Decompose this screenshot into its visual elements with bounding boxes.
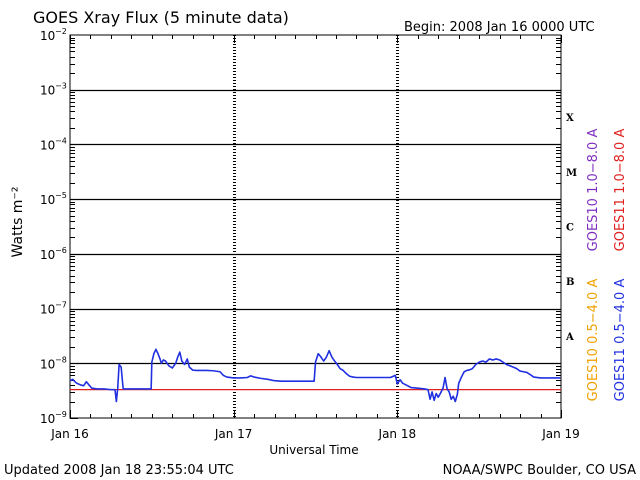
- flare-class-label: A: [565, 332, 574, 343]
- y-tick-exponent: −3: [55, 82, 67, 91]
- legend-short-channel: GOES10 0.5−4.0 A GOES11 0.5−4.0 A: [586, 279, 628, 402]
- x-tick-label: Jan 17: [214, 427, 253, 441]
- y-tick-label: 10: [40, 29, 55, 43]
- source-credit: NOAA/SWPC Boulder, CO USA: [443, 463, 636, 478]
- y-tick-label: 10: [40, 84, 55, 98]
- flare-class-label: M: [566, 168, 577, 179]
- y-tick-exponent: −6: [55, 246, 67, 255]
- plot-area: [69, 34, 562, 419]
- y-tick-labels: 10−910−810−710−610−510−410−310−2: [40, 27, 67, 426]
- flare-class-label: B: [566, 277, 574, 288]
- series-line: [69, 348, 561, 403]
- begin-time: Begin: 2008 Jan 16 0000 UTC: [404, 20, 595, 35]
- legend-entry: GOES11 1.0−8.0 A: [613, 129, 628, 252]
- y-tick-label: 10: [40, 193, 55, 207]
- y-tick-label: 10: [40, 412, 55, 426]
- y-tick-exponent: −5: [55, 191, 67, 200]
- x-tick-label: Jan 18: [378, 427, 417, 441]
- y-tick-exponent: −2: [55, 27, 67, 36]
- x-tick-labels: Jan 16 Jan 17 Jan 18 Jan 19: [50, 427, 580, 441]
- y-tick-label: 10: [40, 303, 55, 317]
- legend-long-channel: GOES10 1.0−8.0 A GOES11 1.0−8.0 A: [586, 129, 628, 252]
- legend-entry: GOES10 0.5−4.0 A: [586, 279, 601, 402]
- y-tick-exponent: −4: [55, 136, 67, 145]
- y-tick-label: 10: [40, 248, 55, 262]
- flare-class-label: C: [566, 223, 574, 234]
- y-tick-exponent: −9: [55, 410, 67, 419]
- y-axis-title: Watts m⁻²: [10, 187, 26, 258]
- plot-frame: [69, 34, 562, 419]
- y-tick-label: 10: [40, 138, 55, 152]
- flare-class-label: X: [566, 113, 574, 124]
- x-tick-label: Jan 19: [541, 427, 580, 441]
- updated-timestamp: Updated 2008 Jan 18 23:55:04 UTC: [4, 463, 234, 478]
- y-tick-exponent: −7: [55, 301, 67, 310]
- legend-entry: GOES10 1.0−8.0 A: [586, 129, 601, 252]
- x-tick-label: Jan 16: [50, 427, 89, 441]
- x-axis-title: Universal Time: [269, 443, 358, 457]
- y-tick-label: 10: [40, 357, 55, 371]
- legend-entry: GOES11 0.5−4.0 A: [613, 279, 628, 402]
- chart-title: GOES Xray Flux (5 minute data): [33, 8, 289, 27]
- flare-class-labels: A B C M X: [565, 113, 577, 343]
- y-tick-exponent: −8: [55, 355, 67, 364]
